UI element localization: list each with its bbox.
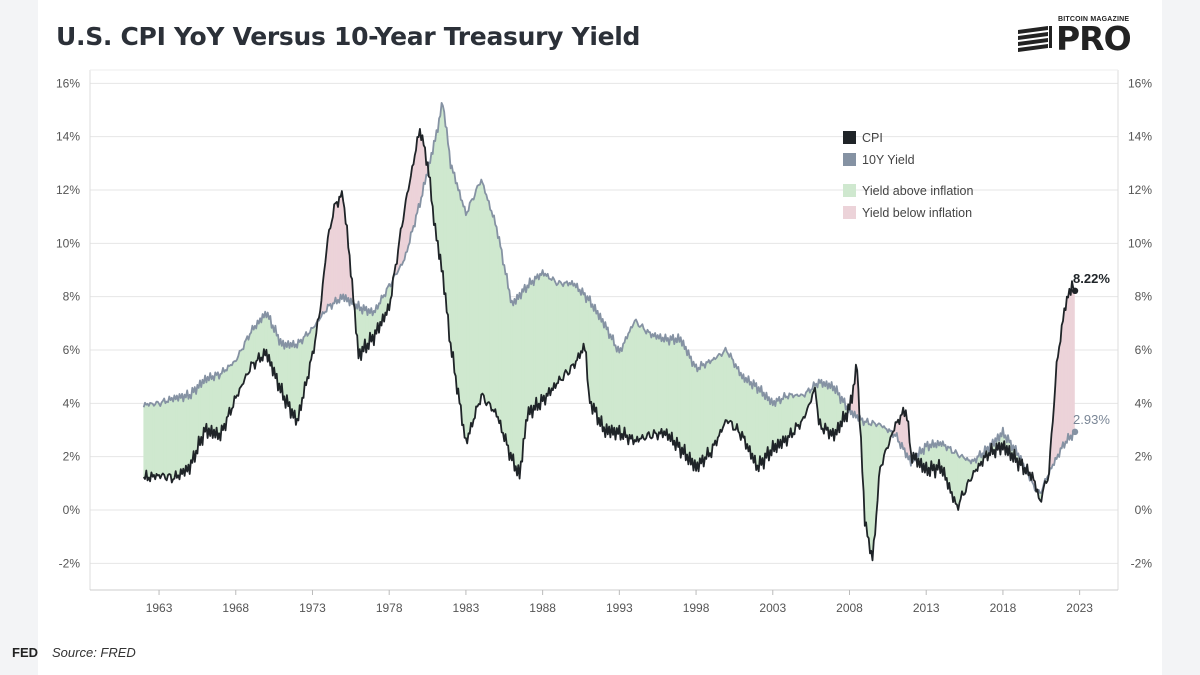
x-tick-label: 1988 xyxy=(529,601,556,615)
y-tick-label-right: 6% xyxy=(1135,343,1153,357)
bars-logo-icon xyxy=(1018,26,1052,52)
series-line-cpi xyxy=(142,128,1076,562)
cpi-end-marker xyxy=(1071,287,1079,294)
series-lines xyxy=(142,102,1076,562)
edge-text: FED xyxy=(12,645,38,660)
logo-main-text: PRO xyxy=(1056,19,1132,58)
y-tick-label-right: 4% xyxy=(1135,396,1153,410)
x-tick-label: 2008 xyxy=(836,601,863,615)
x-tick-label: 1963 xyxy=(146,601,173,615)
y-tick-label-left: 8% xyxy=(63,290,81,304)
yield-end-marker xyxy=(1071,428,1079,436)
y-tick-label-left: 10% xyxy=(56,236,80,250)
x-tick-label: 2003 xyxy=(759,601,786,615)
annotation-cpi-value: 8.22% xyxy=(1073,271,1110,286)
y-tick-label-left: 12% xyxy=(56,183,80,197)
y-tick-label-right: 2% xyxy=(1135,450,1153,464)
y-tick-label-right: 0% xyxy=(1135,503,1153,517)
x-tick-label: 1993 xyxy=(606,601,633,615)
y-tick-label-left: 4% xyxy=(63,396,81,410)
chart-title: U.S. CPI YoY Versus 10-Year Treasury Yie… xyxy=(56,22,641,51)
legend-label: Yield above inflation xyxy=(862,184,973,198)
bitcoin-magazine-pro-logo: BITCOIN MAGAZINE PRO xyxy=(1016,16,1146,60)
y-tick-label-left: 16% xyxy=(56,76,80,90)
source-note: Source: FRED xyxy=(52,645,136,660)
y-tick-label-left: 14% xyxy=(56,130,80,144)
legend-label: Yield below inflation xyxy=(862,206,972,220)
y-tick-label-right: 12% xyxy=(1128,183,1152,197)
legend-swatch xyxy=(843,184,856,197)
y-tick-label-right: -2% xyxy=(1131,556,1153,570)
y-tick-label-right: 8% xyxy=(1135,290,1153,304)
x-tick-label: 1968 xyxy=(222,601,249,615)
legend-label: 10Y Yield xyxy=(862,153,915,167)
y-tick-label-left: -2% xyxy=(59,556,81,570)
logo-top-text: BITCOIN MAGAZINE xyxy=(1058,16,1130,23)
annotation-yield-value: 2.93% xyxy=(1073,412,1110,427)
y-tick-label-left: 2% xyxy=(63,450,81,464)
y-tick-label-left: 6% xyxy=(63,343,81,357)
series-line-10y-yield xyxy=(142,102,1076,494)
y-tick-label-right: 14% xyxy=(1128,130,1152,144)
x-tick-label: 1983 xyxy=(453,601,480,615)
legend-swatch xyxy=(843,206,856,219)
x-tick-label: 1978 xyxy=(376,601,403,615)
legend-swatch xyxy=(843,153,856,166)
x-tick-label: 2023 xyxy=(1066,601,1093,615)
x-tick-label: 1973 xyxy=(299,601,326,615)
legend-label: CPI xyxy=(862,131,883,145)
fill-yield-below-inflation xyxy=(1072,286,1075,434)
legend: CPI 10Y Yield Yield above inflation Yield b… xyxy=(843,131,973,220)
x-tick-label: 1998 xyxy=(683,601,710,615)
annotations: 8.22% 2.93% xyxy=(1071,271,1110,436)
axes: -2% -2% 0% 0% 2% 2% 4% 4% 6% 6% 8% 8% 10% 10% 12% 12% 14… xyxy=(56,69,1153,615)
y-tick-label-right: 10% xyxy=(1128,236,1152,250)
y-tick-label-right: 16% xyxy=(1128,76,1152,90)
legend-swatch xyxy=(843,131,856,144)
x-tick-label: 2013 xyxy=(913,601,940,615)
x-tick-label: 2018 xyxy=(990,601,1017,615)
y-tick-label-left: 0% xyxy=(63,503,81,517)
